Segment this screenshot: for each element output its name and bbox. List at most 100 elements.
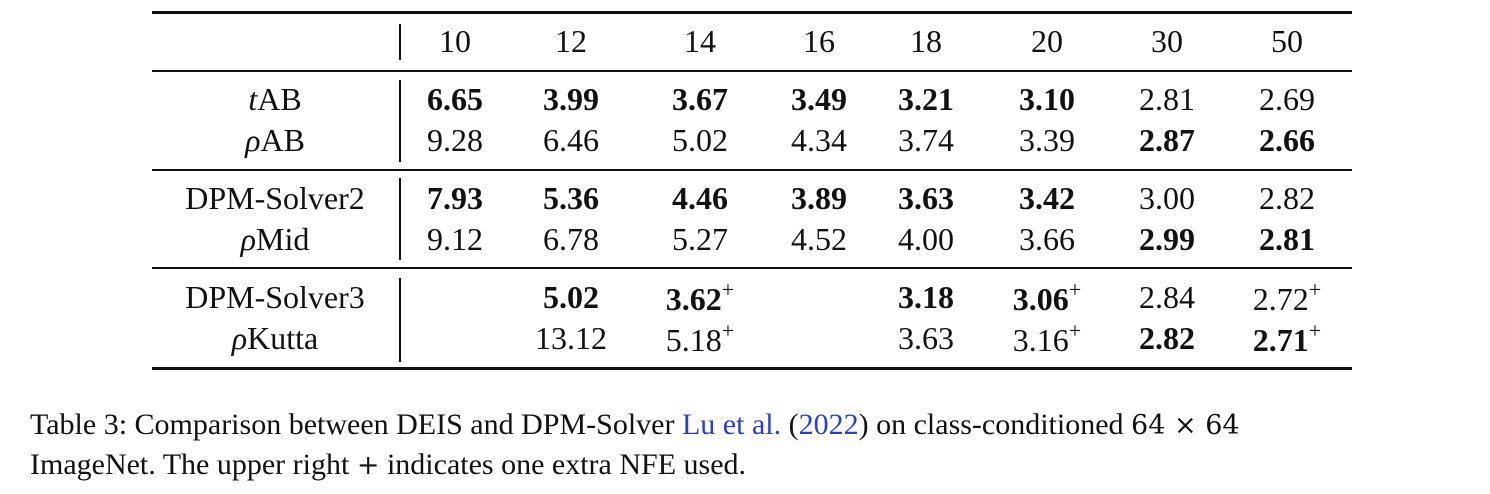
score-cell: 3.99 — [543, 83, 599, 115]
score: 2.71 — [1252, 322, 1309, 358]
caption-text: + — [356, 450, 380, 481]
column-header: 12 — [555, 23, 587, 59]
citation-link[interactable]: 2022 — [798, 408, 859, 441]
score-cell: 7.93 — [427, 182, 483, 214]
score-cell: 3.06+ — [1012, 277, 1082, 317]
score-cell: 3.66 — [1019, 223, 1075, 255]
method-name: DPM-Solver2 — [185, 182, 365, 214]
score: 3.62 — [665, 281, 722, 317]
score-cell: 4.52 — [791, 223, 847, 255]
method-label: AB — [260, 122, 305, 158]
method-symbol: t — [248, 81, 258, 117]
column-divider — [399, 278, 401, 362]
method-label: DPM-Solver2 — [185, 180, 365, 216]
score: 2.84 — [1139, 279, 1195, 315]
score: 3.99 — [543, 81, 599, 117]
method-label: AB — [257, 81, 302, 117]
score-cell: 9.28 — [427, 124, 483, 156]
score: 3.66 — [1019, 221, 1075, 257]
score: 3.06 — [1012, 281, 1069, 317]
score-cell: 9.12 — [427, 223, 483, 255]
extra-nfe-mark: + — [1308, 277, 1322, 302]
top-rule — [152, 11, 1352, 14]
column-header: 10 — [439, 23, 471, 59]
score: 9.12 — [427, 221, 483, 257]
extra-nfe-mark: + — [1308, 318, 1322, 343]
score: 2.99 — [1139, 221, 1195, 257]
score: 4.00 — [898, 221, 954, 257]
column-header: 30 — [1151, 23, 1183, 59]
column-divider — [399, 178, 401, 260]
column-header: 20 — [1031, 23, 1063, 59]
score: 6.78 — [543, 221, 599, 257]
score-cell: 13.12 — [535, 322, 607, 354]
score: 2.82 — [1259, 180, 1315, 216]
score: 3.16 — [1012, 322, 1069, 358]
score: 5.02 — [672, 122, 728, 158]
score: 3.21 — [898, 81, 954, 117]
score: 4.34 — [791, 122, 847, 158]
score-cell: 3.00 — [1139, 182, 1195, 214]
citation-link[interactable]: Lu et al. — [681, 408, 782, 441]
score-cell: 5.02 — [672, 124, 728, 156]
score-cell: 4.46 — [672, 182, 728, 214]
column-header: 18 — [910, 23, 942, 59]
column-header: 14 — [684, 23, 716, 59]
method-name: ρKutta — [232, 322, 318, 354]
method-label: Kutta — [247, 320, 319, 356]
caption-text: ImageNet. The upper right — [30, 448, 357, 481]
score: 9.28 — [427, 122, 483, 158]
extra-nfe-mark: + — [721, 277, 735, 302]
score-cell: 5.36 — [543, 182, 599, 214]
column-header: 50 — [1271, 23, 1303, 59]
score: 4.52 — [791, 221, 847, 257]
score-cell: 5.02 — [543, 281, 599, 313]
method-name: tAB — [248, 83, 301, 115]
method-symbol: ρ — [245, 122, 261, 158]
method-name: ρMid — [241, 223, 310, 255]
method-symbol: ρ — [231, 320, 248, 356]
score-cell: 2.84 — [1139, 281, 1195, 313]
caption-text: Table 3: Comparison between DEIS and DPM… — [30, 408, 682, 441]
column-divider — [399, 80, 401, 162]
score-cell: 3.18 — [898, 281, 954, 313]
score: 6.46 — [543, 122, 599, 158]
caption-text: 64 × 64 — [1131, 410, 1240, 441]
score: 2.69 — [1259, 81, 1315, 117]
caption-text: ( — [781, 408, 799, 441]
score-cell: 2.66 — [1259, 124, 1315, 156]
score-cell: 3.42 — [1019, 182, 1075, 214]
score: 5.18 — [665, 322, 722, 358]
score: 3.63 — [898, 180, 954, 216]
score-cell: 3.63 — [898, 322, 954, 354]
caption-text: indicates one extra NFE used. — [379, 448, 747, 481]
mid-rule — [152, 267, 1352, 269]
extra-nfe-mark: + — [1068, 277, 1082, 302]
score-cell: 4.34 — [791, 124, 847, 156]
score: 2.72 — [1252, 281, 1309, 317]
mid-rule — [152, 70, 1352, 72]
score-cell: 3.67 — [672, 83, 728, 115]
score-cell: 3.49 — [791, 83, 847, 115]
score: 3.89 — [791, 180, 847, 216]
score: 13.12 — [535, 320, 607, 356]
score-cell: 5.27 — [672, 223, 728, 255]
score-cell: 3.21 — [898, 83, 954, 115]
method-symbol: ρ — [240, 221, 257, 257]
score: 3.39 — [1019, 122, 1075, 158]
score-cell: 3.89 — [791, 182, 847, 214]
score: 3.49 — [791, 81, 847, 117]
caption-line: ImageNet. The upper right + indicates on… — [30, 450, 746, 480]
score-cell: 3.10 — [1019, 83, 1075, 115]
score-cell: 2.99 — [1139, 223, 1195, 255]
bottom-rule — [152, 367, 1352, 370]
method-name: ρAB — [245, 124, 305, 156]
score-cell: 6.46 — [543, 124, 599, 156]
score: 2.81 — [1139, 81, 1195, 117]
method-label: Mid — [256, 221, 310, 257]
score-cell: 3.62+ — [665, 277, 735, 317]
score-cell: 2.72+ — [1252, 277, 1322, 317]
score-cell: 2.87 — [1139, 124, 1195, 156]
score-cell: 6.78 — [543, 223, 599, 255]
